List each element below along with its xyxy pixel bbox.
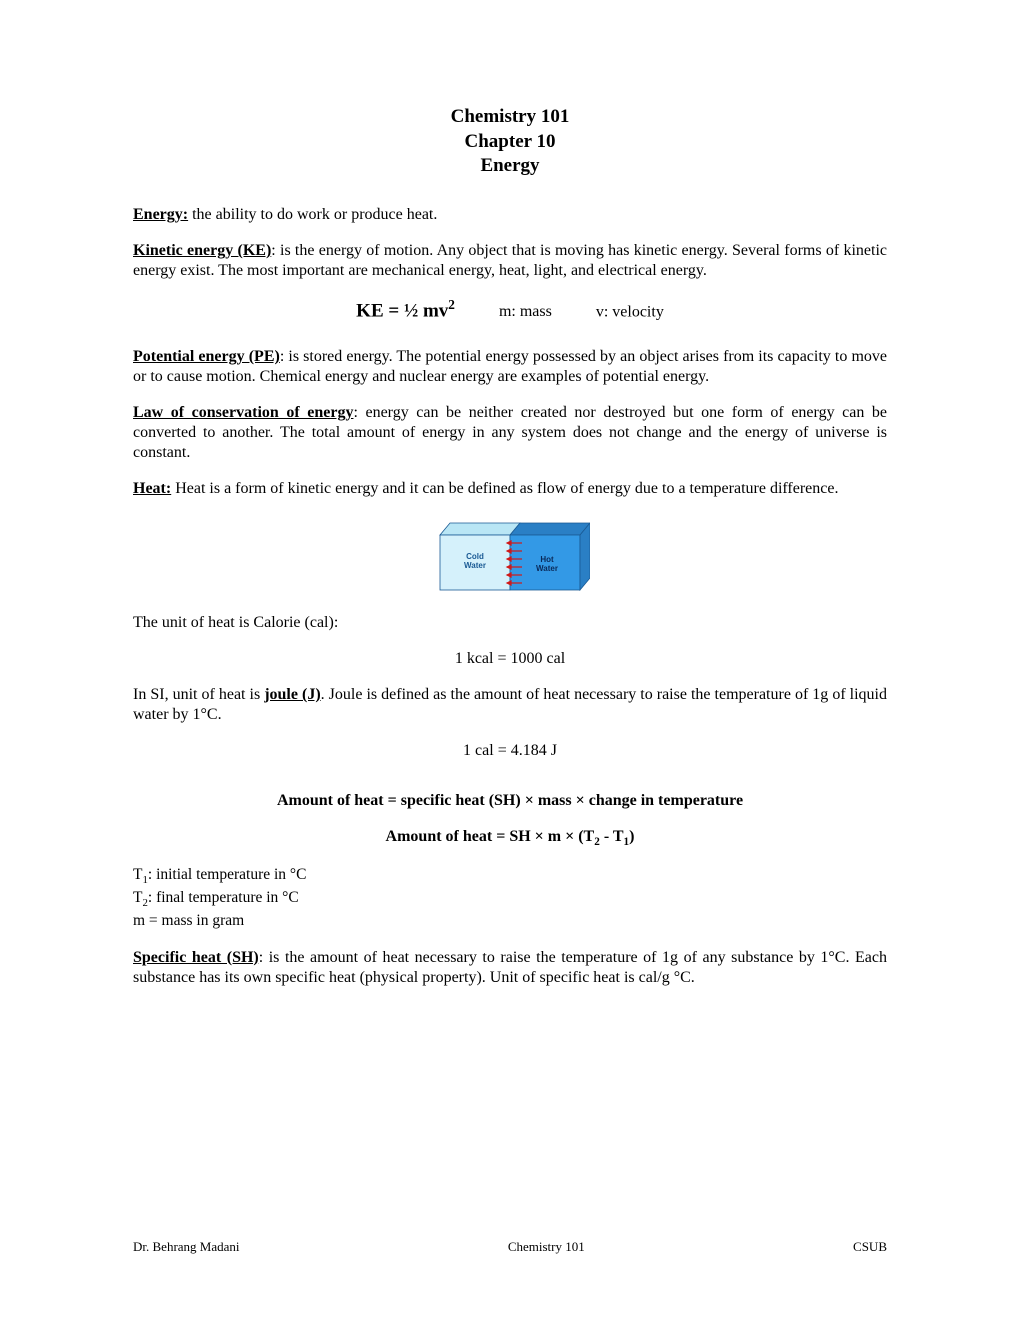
ke-formula-exp: 2 xyxy=(448,297,455,312)
joule-term: joule (J) xyxy=(264,686,320,703)
kinetic-term: Kinetic energy (KE) xyxy=(133,242,271,259)
heat-diagram-svg: ColdWater HotWater xyxy=(430,515,590,595)
ke-formula-line: KE = ½ mv2 m: mass v: velocity xyxy=(133,297,887,323)
heat-text: Heat is a form of kinetic energy and it … xyxy=(171,480,838,497)
hot-side-face xyxy=(580,523,590,590)
specific-heat-definition: Specific heat (SH): is the amount of hea… xyxy=(133,948,887,988)
energy-definition: Energy: the ability to do work or produc… xyxy=(133,205,887,225)
potential-energy-definition: Potential energy (PE): is stored energy.… xyxy=(133,347,887,387)
joule-pre: In SI, unit of heat is xyxy=(133,686,264,703)
heat-definition: Heat: Heat is a form of kinetic energy a… xyxy=(133,479,887,499)
cal-joule-equation: 1 cal = 4.184 J xyxy=(133,741,887,761)
t1-definition: T1: initial temperature in °C xyxy=(133,865,887,888)
conservation-law-definition: Law of conservation of energy: energy ca… xyxy=(133,403,887,463)
title-line-1: Chemistry 101 xyxy=(133,105,887,130)
ke-formula-base: KE = ½ mv xyxy=(356,300,448,321)
footer-institution: CSUB xyxy=(853,1239,887,1255)
ke-var-v: v: velocity xyxy=(596,303,664,320)
t2-post: : final temperature in °C xyxy=(148,889,299,906)
ke-formula: KE = ½ mv2 xyxy=(356,297,455,323)
heat-unit-intro: The unit of heat is Calorie (cal): xyxy=(133,613,887,633)
title-line-3: Energy xyxy=(133,154,887,179)
heat-amount-formula-words: Amount of heat = specific heat (SH) × ma… xyxy=(133,791,887,811)
kinetic-energy-definition: Kinetic energy (KE): is the energy of mo… xyxy=(133,241,887,281)
heat-term: Heat: xyxy=(133,480,171,497)
energy-text: the ability to do work or produce heat. xyxy=(188,206,437,223)
page-footer: Dr. Behrang Madani Chemistry 101 CSUB xyxy=(133,1239,887,1255)
heat-amount-formula-symbols: Amount of heat = SH × m × (T2 - T1) xyxy=(133,827,887,849)
cold-top-face xyxy=(440,523,520,535)
joule-definition: In SI, unit of heat is joule (J). Joule … xyxy=(133,685,887,725)
title-line-2: Chapter 10 xyxy=(133,130,887,155)
t1-post: : initial temperature in °C xyxy=(148,866,307,883)
ke-var-m: m: mass xyxy=(499,302,552,322)
heat-formula-mid: - T xyxy=(600,828,624,845)
hot-top-face xyxy=(510,523,590,535)
heat-flow-diagram: ColdWater HotWater xyxy=(133,515,887,595)
page-title: Chemistry 101 Chapter 10 Energy xyxy=(133,105,887,179)
specific-heat-term: Specific heat (SH) xyxy=(133,949,259,966)
heat-formula-pre: Amount of heat = SH × m × (T xyxy=(386,828,595,845)
heat-formula-post: ) xyxy=(629,828,634,845)
potential-term: Potential energy (PE) xyxy=(133,348,280,365)
cold-water-label: ColdWater xyxy=(464,552,486,570)
energy-term: Energy: xyxy=(133,206,188,223)
m-definition: m = mass in gram xyxy=(133,911,887,932)
footer-author: Dr. Behrang Madani xyxy=(133,1239,240,1255)
footer-course: Chemistry 101 xyxy=(508,1239,585,1255)
t2-definition: T2: final temperature in °C xyxy=(133,888,887,911)
variable-definitions: T1: initial temperature in °C T2: final … xyxy=(133,865,887,931)
kcal-equation: 1 kcal = 1000 cal xyxy=(133,649,887,669)
conservation-term: Law of conservation of energy xyxy=(133,404,353,421)
